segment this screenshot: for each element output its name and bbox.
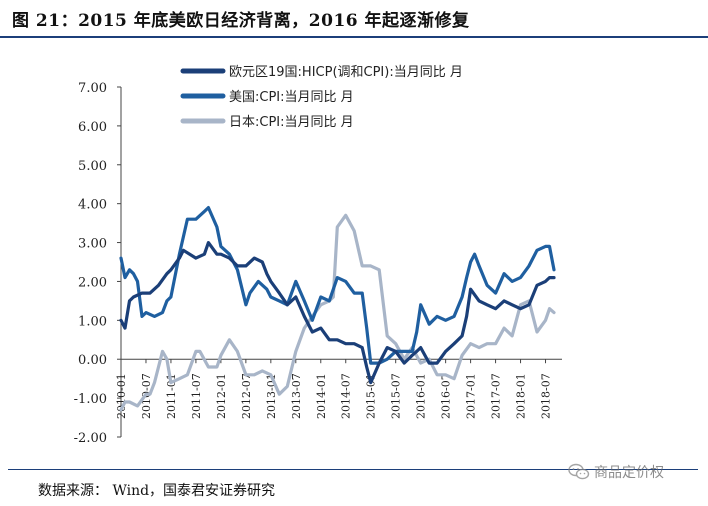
footer-divider bbox=[8, 469, 698, 470]
x-tick-label: 2013-07 bbox=[290, 373, 303, 419]
series-line-1 bbox=[119, 206, 556, 365]
legend-label-1: 美国:CPI:当月同比 月 bbox=[229, 90, 354, 105]
x-tick-label: 2011-07 bbox=[190, 373, 203, 419]
x-tick-label: 2017-07 bbox=[490, 373, 503, 419]
y-tick-label: 4.00 bbox=[78, 198, 107, 213]
line-chart: 7.00 6.00 5.00 4.00 3.00 2.00 1.00 0.00 -1.00 -2.… bbox=[74, 65, 562, 446]
x-tick-label: 2015-07 bbox=[390, 373, 403, 419]
wechat-icon bbox=[568, 463, 590, 480]
y-tick-label: -1.00 bbox=[74, 392, 107, 407]
y-tick-label: 6.00 bbox=[78, 120, 107, 135]
x-tick-label: 2014-07 bbox=[340, 373, 353, 419]
watermark-text: 商品定价权 bbox=[594, 465, 664, 481]
x-tick-label: 2012-07 bbox=[240, 373, 253, 419]
y-tick-label: 1.00 bbox=[78, 314, 107, 329]
x-tick-label: 2017-01 bbox=[465, 373, 478, 419]
chart-title: 图 21：2015 年底美欧日经济背离，2016 年起逐渐修复 bbox=[12, 11, 470, 31]
x-tick-label: 2014-01 bbox=[315, 373, 328, 419]
y-tick-label: -2.00 bbox=[74, 431, 107, 446]
x-tick-label: 2010-01 bbox=[115, 373, 128, 419]
x-tick-label: 2018-07 bbox=[540, 373, 553, 419]
series-layer bbox=[119, 206, 556, 412]
title-bar: 图 21：2015 年底美欧日经济背离，2016 年起逐渐修复 bbox=[0, 0, 708, 38]
x-tick-label: 2018-01 bbox=[515, 373, 528, 419]
legend-label-0: 欧元区19国:HICP(调和CPI):当月同比 月 bbox=[229, 65, 463, 80]
x-tick-label: 2013-01 bbox=[265, 373, 278, 419]
x-tick-label: 2016-07 bbox=[440, 373, 453, 419]
x-tick-label: 2016-01 bbox=[415, 373, 428, 419]
y-tick-label: 5.00 bbox=[78, 159, 107, 174]
x-tick-label: 2012-01 bbox=[215, 373, 228, 419]
series-line-0 bbox=[119, 241, 556, 385]
x-tick-label: 2011-01 bbox=[165, 373, 178, 419]
legend: 欧元区19国:HICP(调和CPI):当月同比 月美国:CPI:当月同比 月日本… bbox=[180, 65, 463, 130]
source-note: 数据来源： Wind，国泰君安证券研究 bbox=[38, 483, 276, 499]
y-tick-label: 7.00 bbox=[78, 81, 107, 96]
y-tick-label: 3.00 bbox=[78, 237, 107, 252]
axes-layer: 7.00 6.00 5.00 4.00 3.00 2.00 1.00 0.00 -1.00 -2.… bbox=[74, 81, 562, 446]
legend-label-2: 日本:CPI:当月同比 月 bbox=[229, 115, 354, 130]
y-tick-label: 2.00 bbox=[78, 275, 107, 290]
watermark: 商品定价权 bbox=[568, 462, 664, 482]
x-tick-label: 2015-01 bbox=[365, 373, 378, 419]
y-tick-label: 0.00 bbox=[78, 353, 107, 368]
